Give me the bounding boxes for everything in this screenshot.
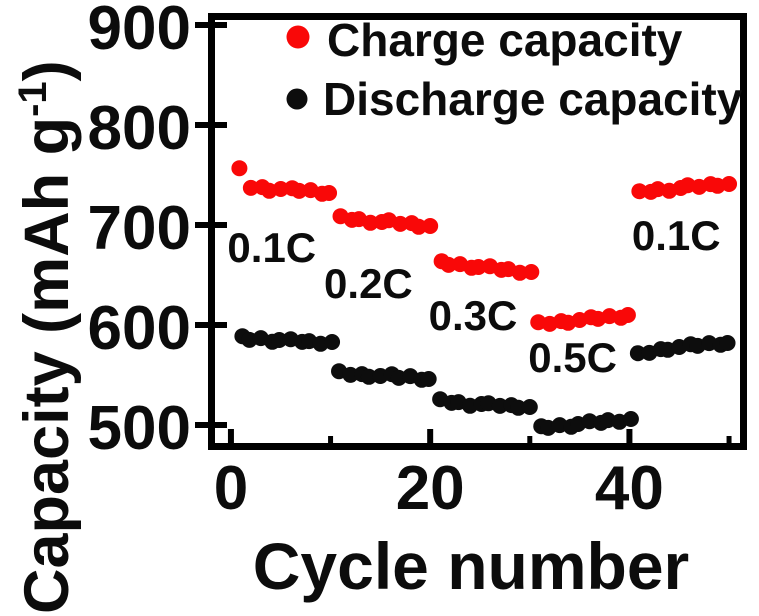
charge-data-point — [272, 181, 289, 197]
charge-data-point — [523, 264, 540, 280]
discharge-data-point — [271, 332, 288, 348]
charge-data-point — [619, 307, 636, 323]
data-points — [231, 160, 738, 436]
x-tick-label: 40 — [595, 454, 664, 523]
discharge-data-point — [491, 397, 508, 414]
charge-data-point — [291, 182, 308, 199]
charge-data-point — [721, 176, 738, 192]
charge-data-point — [242, 179, 259, 196]
charge-series-marker-icon — [286, 25, 310, 49]
rate-label: 0.3C — [429, 292, 518, 339]
x-tick-label: 0 — [214, 454, 248, 523]
charge-data-point — [231, 160, 248, 177]
axis-tick-labels: 0 20 40 900 800 700 600 500 — [88, 0, 664, 523]
rate-label: 0.1C — [632, 212, 721, 259]
y-tick-label: 800 — [88, 94, 191, 163]
charge-data-point — [470, 259, 487, 275]
discharge-data-point — [342, 366, 359, 383]
y-tick-label: 500 — [88, 394, 191, 463]
rate-label: 0.5C — [528, 334, 617, 381]
charge-data-point — [631, 183, 648, 200]
y-tick-label: 900 — [88, 0, 191, 63]
legend-discharge-label: Discharge capacity — [323, 73, 743, 125]
x-tick-label: 20 — [396, 454, 465, 523]
plot-border — [208, 13, 747, 450]
y-axis-title: Capacity (mAh g-1) — [11, 60, 82, 614]
charge-data-point — [321, 185, 338, 201]
legend: Charge capacity Discharge capacity — [286, 14, 743, 125]
rate-label: 0.1C — [227, 224, 316, 271]
discharge-data-point — [360, 368, 377, 385]
discharge-data-point — [521, 399, 538, 415]
charge-data-point — [410, 218, 427, 235]
charge-data-point — [422, 218, 439, 234]
axis-ticks — [195, 22, 732, 449]
discharge-data-point — [622, 411, 639, 427]
discharge-data-point — [324, 334, 341, 350]
discharge-data-point — [510, 399, 527, 416]
y-tick-label: 600 — [88, 294, 191, 363]
y-tick-label: 700 — [88, 194, 191, 263]
discharge-series-marker-icon — [286, 88, 308, 110]
rate-annotations: 0.1C0.2C0.3C0.5C0.1C — [227, 212, 720, 381]
charge-data-point — [392, 215, 409, 232]
discharge-data-point — [420, 371, 437, 387]
discharge-data-point — [629, 345, 646, 362]
legend-charge-label: Charge capacity — [327, 14, 683, 66]
charge-data-point — [440, 256, 457, 273]
charge-data-point — [511, 264, 528, 281]
discharge-data-point — [719, 335, 736, 351]
x-axis-title: Cycle number — [253, 529, 689, 603]
charge-data-point — [362, 214, 379, 231]
rate-label: 0.2C — [324, 260, 413, 307]
